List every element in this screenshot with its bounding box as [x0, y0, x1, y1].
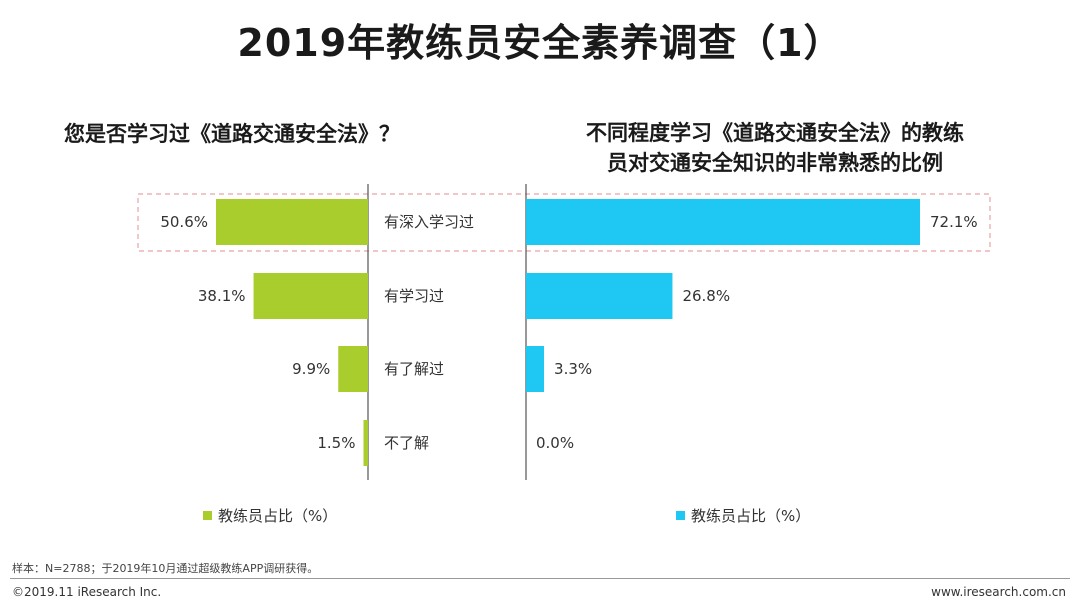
- right-bar: [526, 273, 673, 319]
- category-label: 不了解: [384, 434, 429, 452]
- left-bar: [363, 420, 368, 466]
- website-link[interactable]: www.iresearch.com.cn: [931, 585, 1066, 599]
- category-label: 有学习过: [384, 287, 444, 305]
- left-bar: [338, 346, 368, 392]
- right-legend-swatch: [676, 511, 685, 520]
- left-chart-title: 您是否学习过《道路交通安全法》？: [64, 122, 400, 146]
- left-bar-label: 9.9%: [292, 360, 330, 378]
- right-bar-label: 3.3%: [554, 360, 592, 378]
- page-title: 2019年教练员安全素养调查（1）: [237, 21, 843, 65]
- category-label: 有了解过: [384, 360, 444, 378]
- right-chart-title-line-2: 员对交通安全知识的非常熟悉的比例: [607, 151, 943, 175]
- left-legend-label: 教练员占比（%）: [218, 507, 338, 525]
- right-bar-label: 0.0%: [536, 434, 574, 452]
- right-chart-title-line-1: 不同程度学习《道路交通安全法》的教练: [586, 121, 964, 145]
- left-bar-label: 50.6%: [160, 213, 208, 231]
- right-bar-label: 72.1%: [930, 213, 978, 231]
- category-label: 有深入学习过: [384, 213, 474, 231]
- right-legend-label: 教练员占比（%）: [691, 507, 811, 525]
- left-bar-label: 38.1%: [198, 287, 246, 305]
- highlight-box: [137, 193, 991, 252]
- right-legend: 教练员占比（%）: [676, 505, 810, 526]
- left-bar: [216, 199, 368, 245]
- right-bar-label: 26.8%: [682, 287, 730, 305]
- right-bar: [526, 199, 920, 245]
- left-bar-label: 1.5%: [317, 434, 355, 452]
- copyright: ©2019.11 iResearch Inc.: [12, 585, 162, 599]
- footer-divider: [10, 578, 1070, 579]
- left-legend: 教练员占比（%）: [203, 505, 337, 526]
- sample-note: 样本：N=2788；于2019年10月通过超级教练APP调研获得。: [12, 562, 319, 575]
- left-legend-swatch: [203, 511, 212, 520]
- right-bar: [526, 346, 545, 392]
- right-chart-title: 不同程度学习《道路交通安全法》的教练 员对交通安全知识的非常熟悉的比例: [540, 118, 1010, 178]
- left-bar: [253, 273, 368, 319]
